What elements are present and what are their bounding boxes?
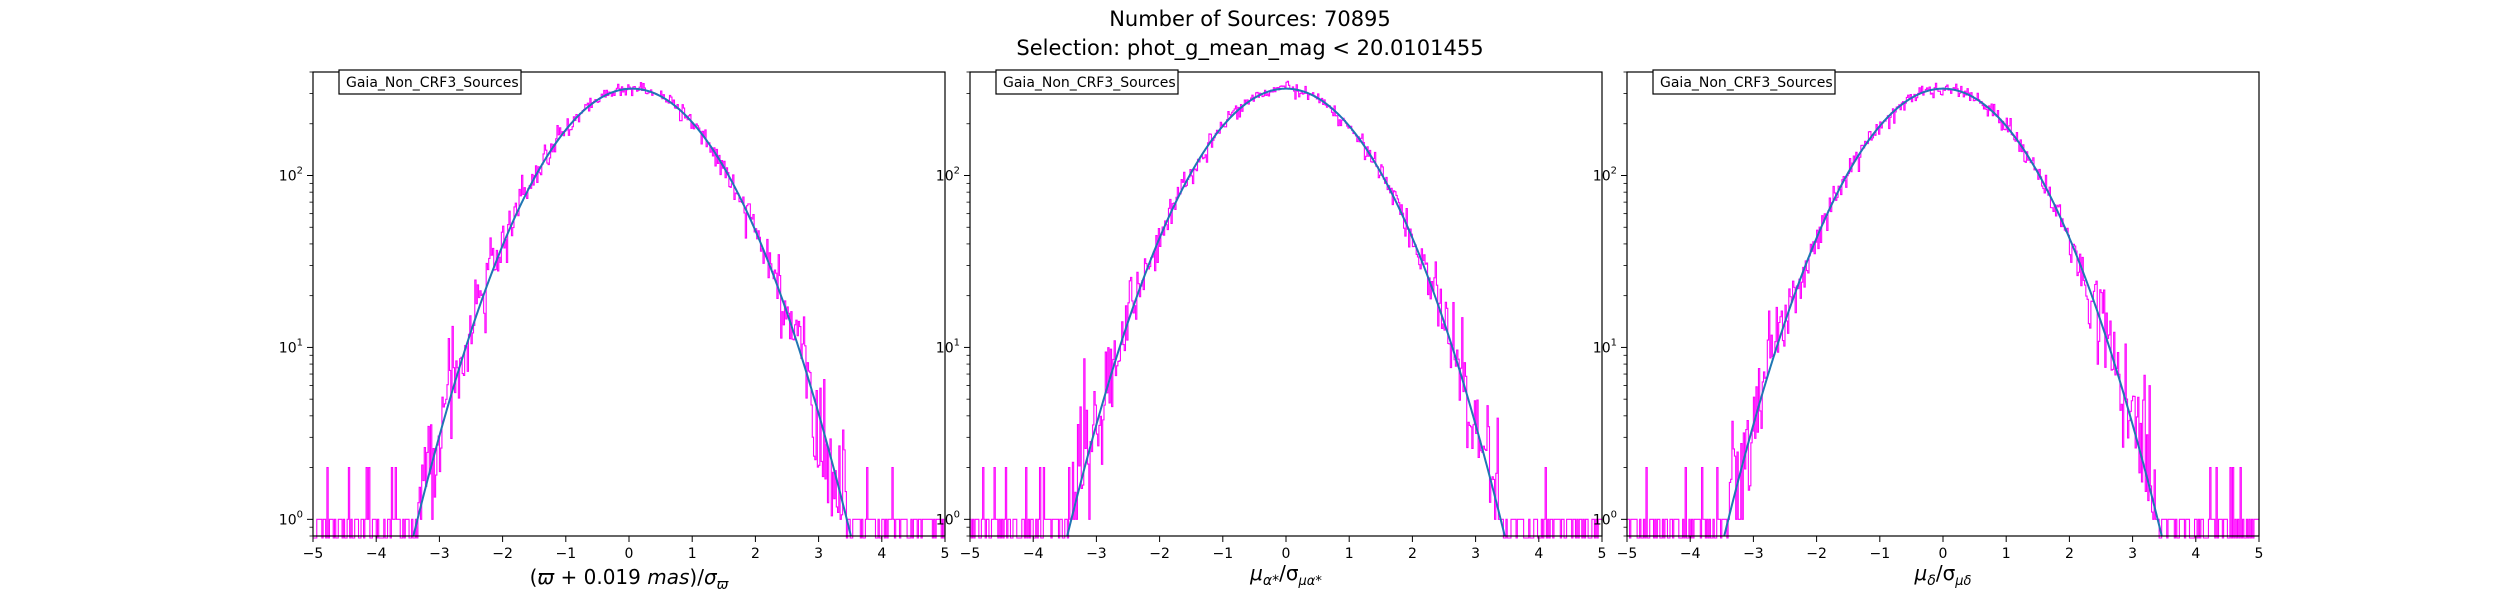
x-tick-label: 2 [751, 546, 760, 562]
x-tick-label: 0 [625, 546, 634, 562]
x-tick-label: −4 [1680, 546, 1701, 562]
x-tick-label: −5 [960, 546, 981, 562]
legend-entry: Gaia_Non_CRF3_Sources [1660, 75, 1833, 91]
x-axis-label: (ϖ + 0.019 mas)/σϖ [530, 565, 730, 593]
x-axis-label: μα*/σμα* [1249, 561, 1322, 589]
x-tick-label: −4 [366, 546, 387, 562]
x-axis-label: μδ/σμδ [1914, 561, 1972, 589]
legend-frame [1652, 69, 1836, 95]
panel-mu-delta: −5 −4 −3 −2 −1 0 1 2 3 4 5 100 101 102 Gaia_Non_CRF3_… [1593, 69, 2264, 589]
gaussian-fit-line [1723, 87, 2163, 536]
x-tick-label: 0 [1939, 546, 1948, 562]
y-tick-label: 100 [936, 509, 960, 528]
x-tick-label: −2 [492, 546, 513, 562]
y-tick-label: 101 [936, 337, 960, 356]
x-tick-label: 2 [2065, 546, 2074, 562]
x-tick-label: 1 [1345, 546, 1354, 562]
legend-box: Gaia_Non_CRF3_Sources [1652, 69, 1836, 95]
histogram-series [1627, 82, 2259, 539]
x-tick-label: 5 [941, 546, 950, 562]
panel-mu-alpha: −5 −4 −3 −2 −1 0 1 2 3 4 5 100 101 102 Gaia_Non_CRF3_… [936, 69, 1607, 589]
x-tick-label: −3 [1086, 546, 1107, 562]
x-tick-label: −5 [1617, 546, 1638, 562]
legend-box: Gaia_Non_CRF3_Sources [995, 69, 1179, 95]
axis-ticks: −5 −4 −3 −2 −1 0 1 2 3 4 5 100 101 102 [1593, 71, 2264, 562]
x-tick-label: −3 [429, 546, 450, 562]
x-tick-label: 5 [2255, 546, 2264, 562]
x-tick-label: −4 [1023, 546, 1044, 562]
gaussian-fit-line [1066, 87, 1506, 536]
figure-title-line-1: Number of Sources: 70895 [1109, 7, 1391, 31]
gaussian-fit-line [412, 87, 852, 536]
legend-frame [995, 69, 1179, 95]
x-tick-label: 4 [877, 546, 886, 562]
legend-box: Gaia_Non_CRF3_Sources [338, 69, 522, 95]
x-tick-label: −1 [1869, 546, 1890, 562]
y-tick-label: 102 [1593, 166, 1617, 185]
y-tick-label: 100 [279, 509, 303, 528]
x-tick-label: 3 [814, 546, 823, 562]
histogram-series [970, 80, 1602, 539]
legend-frame [338, 69, 522, 95]
y-tick-label: 102 [936, 166, 960, 185]
panel-parallax: −5 −4 −3 −2 −1 0 1 2 3 4 5 100 101 102 Gaia_Non_CRF3_… [279, 69, 950, 593]
legend-entry: Gaia_Non_CRF3_Sources [1003, 75, 1176, 91]
y-tick-label: 101 [1593, 337, 1617, 356]
axis-ticks: −5 −4 −3 −2 −1 0 1 2 3 4 5 100 101 102 [936, 71, 1607, 562]
x-tick-label: 4 [2191, 546, 2200, 562]
figure-title-line-2: Selection: phot_g_mean_mag < 20.0101455 [1016, 36, 1483, 61]
y-tick-label: 101 [279, 337, 303, 356]
x-tick-label: 2 [1408, 546, 1417, 562]
x-tick-label: −1 [555, 546, 576, 562]
panel-marks [313, 81, 945, 539]
x-tick-label: −2 [1806, 546, 1827, 562]
panel-marks [970, 80, 1602, 539]
x-tick-label: −3 [1743, 546, 1764, 562]
x-tick-label: 4 [1534, 546, 1543, 562]
x-tick-label: −5 [303, 546, 324, 562]
axis-ticks: −5 −4 −3 −2 −1 0 1 2 3 4 5 100 101 102 [279, 71, 950, 562]
x-tick-label: 5 [1598, 546, 1607, 562]
x-tick-label: 0 [1282, 546, 1291, 562]
panel-marks [1627, 82, 2259, 539]
x-tick-label: 1 [2002, 546, 2011, 562]
y-tick-label: 100 [1593, 509, 1617, 528]
legend-entry: Gaia_Non_CRF3_Sources [346, 75, 519, 91]
x-tick-label: −1 [1212, 546, 1233, 562]
x-tick-label: −2 [1149, 546, 1170, 562]
x-tick-label: 1 [688, 546, 697, 562]
y-tick-label: 102 [279, 166, 303, 185]
x-tick-label: 3 [2128, 546, 2137, 562]
x-tick-label: 3 [1471, 546, 1480, 562]
